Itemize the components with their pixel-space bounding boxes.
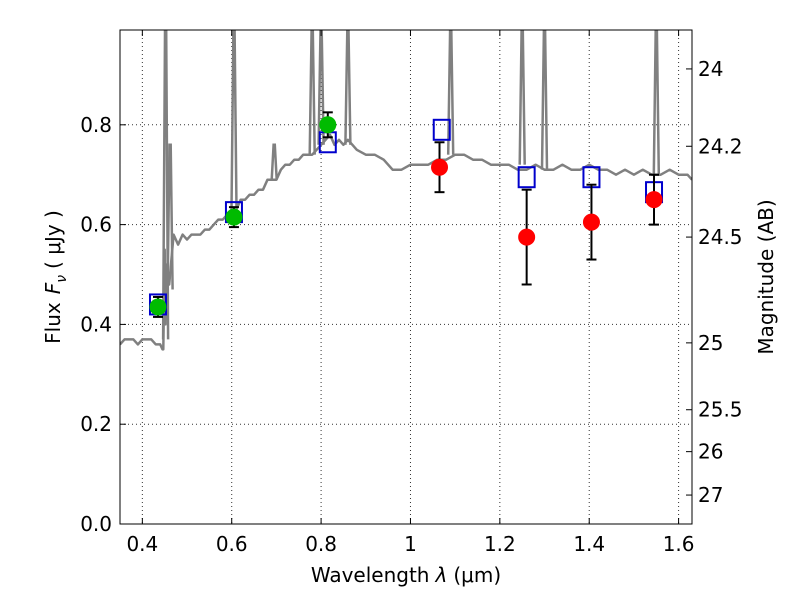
emission-line [308,30,316,155]
model-square-marker [517,166,536,189]
x-tick-label: 1 [404,532,417,556]
photometry-point [225,208,243,226]
photometry-point [582,213,600,231]
emission-line [344,30,352,145]
x-tick-label: 0.8 [305,532,337,556]
y-tick-label: 0.0 [80,512,112,536]
x-axis-label: Wavelength λ (μm) [311,563,501,587]
y-tick-label: 0.2 [80,412,112,436]
plot-area [120,30,692,351]
y2-tick-label: 26 [698,440,723,464]
emission-line [166,143,174,290]
x-tick-label: 1.6 [663,532,695,556]
y2-tick-label: 24 [698,57,723,81]
y-tick-label: 0.6 [80,213,112,237]
y-tick-label: 0.8 [80,113,112,137]
y2-tick-label: 25.5 [698,398,743,422]
x-tick-label: 1.4 [573,532,605,556]
emission-line [540,30,549,170]
y-tick-label: 0.4 [80,312,112,336]
y-axis-label: FluxFν( μJy ) [41,210,70,344]
emission-line [518,30,526,165]
photometry-point [319,116,337,134]
plot-series [120,30,692,351]
model-square-marker [432,118,451,141]
emission-line [317,30,325,145]
photometry-point [431,158,449,176]
photometry-point [149,298,167,316]
y2-tick-label: 24.2 [698,134,743,158]
emission-line [446,30,455,155]
emission-line [161,30,170,340]
photometry-point [645,191,663,209]
x-tick-label: 1.2 [484,532,516,556]
emission-line [270,143,278,180]
y2-tick-label: 24.5 [698,225,743,249]
axes: 0.4 0.6 0.8 1 1.2 1.4 1.6 0.0 0.2 0.4 0.6 0.8 24 24.2… [80,30,743,556]
y2-axis-label: Magnitude (AB) [754,199,778,354]
photometry-point [518,228,536,246]
emission-line [652,30,661,175]
plot-frame [119,29,693,525]
x-tick-label: 0.4 [126,532,158,556]
y2-tick-label: 27 [698,483,723,507]
x-tick-label: 0.6 [216,532,248,556]
y2-tick-label: 25 [698,331,723,355]
emission-line [230,30,238,210]
spectrum-line [120,133,692,351]
